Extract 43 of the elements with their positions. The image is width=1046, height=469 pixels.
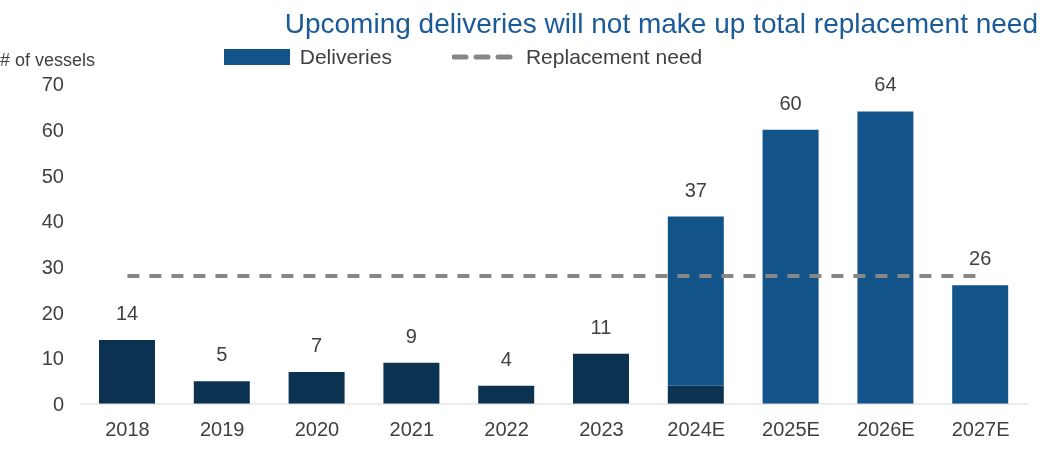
- bar: [762, 129, 819, 404]
- x-tick-label: 2024E: [667, 418, 726, 441]
- data-label: 26: [969, 247, 992, 270]
- y-axis-title: # of vessels: [0, 50, 96, 71]
- x-tick-label: 2025E: [762, 418, 820, 441]
- y-tick-label: 60: [41, 118, 64, 141]
- bar: [193, 381, 250, 404]
- chart-title: Upcoming deliveries will not make up total replacement need: [283, 8, 1038, 40]
- data-label: 7: [311, 334, 323, 356]
- y-tick-label: 0: [52, 393, 64, 416]
- data-label: 64: [874, 73, 897, 96]
- bar: [383, 362, 440, 404]
- bar: [573, 353, 629, 404]
- legend-label: Replacement need: [525, 45, 703, 69]
- data-label: 5: [216, 343, 228, 366]
- data-label: 14: [115, 302, 139, 324]
- y-tick-label: 30: [41, 255, 64, 278]
- y-tick-label: 10: [41, 347, 64, 370]
- y-tick-label: 70: [41, 73, 64, 96]
- data-label: 37: [684, 178, 707, 201]
- x-tick-label: 2021: [389, 418, 435, 441]
- legend-label: Deliveries: [299, 45, 392, 69]
- bar: [288, 372, 345, 404]
- x-tick-label: 2027E: [951, 418, 1010, 441]
- data-label: 11: [590, 315, 612, 338]
- x-tick-label: 2023: [579, 418, 624, 441]
- data-label: 4: [500, 347, 512, 370]
- y-tick-label: 20: [41, 301, 64, 324]
- bar: [99, 340, 155, 404]
- bar: [667, 216, 724, 386]
- bar: [667, 385, 724, 404]
- x-tick-label: 2022: [484, 418, 529, 441]
- y-tick-label: 40: [41, 210, 64, 233]
- bar: [952, 285, 1009, 404]
- bar: [478, 385, 535, 404]
- y-tick-label: 50: [41, 164, 64, 187]
- x-tick-label: 2026E: [856, 418, 915, 441]
- data-label: 9: [405, 324, 417, 347]
- x-tick-label: 2018: [105, 418, 150, 441]
- data-label: 60: [779, 91, 802, 114]
- bar: [857, 111, 914, 404]
- x-tick-label: 2019: [199, 418, 245, 441]
- x-tick-label: 2020: [294, 418, 340, 441]
